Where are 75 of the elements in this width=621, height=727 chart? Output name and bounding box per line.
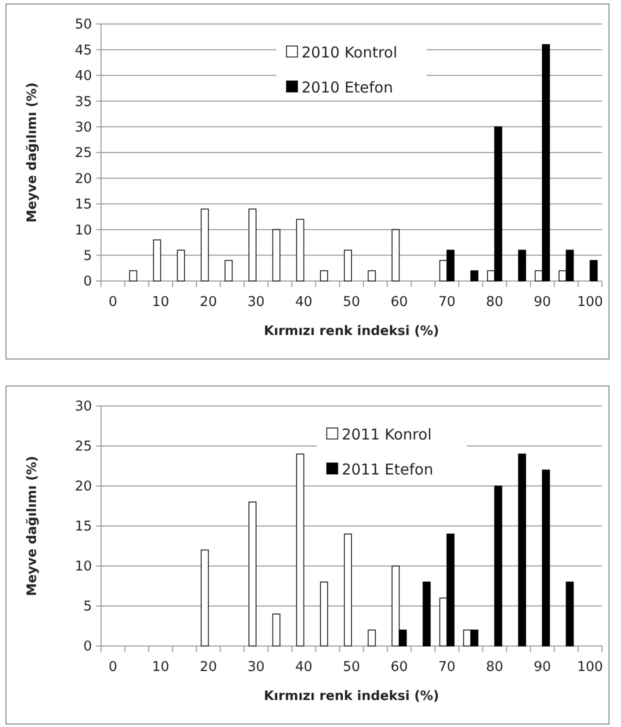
x-tick-label: 0 [108,294,118,310]
y-tick-label: 45 [74,42,92,58]
bar [494,486,502,646]
x-tick-label: 10 [152,659,170,675]
bar [153,239,162,282]
y-tick-label: 25 [74,145,92,162]
y-tick-label: 0 [83,274,92,290]
bar [566,582,574,646]
x-tick-label: 90 [534,659,551,675]
legend-label: 2011 Konrol [342,425,432,444]
x-axis-title: Kırmızı renk indeksi (%) [264,324,440,339]
x-axis-title: Kırmızı renk indeksi (%) [264,689,440,704]
y-axis-title: Meyve dağılımı (%) [25,456,40,596]
bar [200,550,209,646]
x-tick-label: 90 [534,294,551,310]
y-tick-label: 5 [83,248,92,264]
legend-label: 2010 Etefon [302,78,393,96]
bar [542,470,550,646]
y-tick-label: 50 [74,16,92,33]
x-tick-label: 70 [438,294,456,310]
x-tick-label: 100 [577,659,603,675]
bar [296,454,304,646]
x-tick-label: 0 [108,659,118,675]
bar [368,630,376,646]
x-tick-label: 50 [342,659,360,675]
y-tick-label: 15 [74,196,92,213]
y-tick-label: 15 [74,518,92,535]
y-axis-title: Meyve dağılımı (%) [25,82,40,223]
y-tick-label: 20 [74,478,92,495]
x-tick-label: 70 [438,659,456,675]
y-tick-label: 30 [74,398,92,415]
y-tick-label: 5 [83,598,92,615]
x-tick-label: 100 [577,294,603,310]
bar [296,218,304,282]
y-tick-label: 30 [74,120,92,136]
x-tick-label: 20 [200,659,217,675]
y-tick-label: 10 [74,222,92,238]
bar [344,250,352,282]
y-tick-label: 10 [74,558,92,575]
legend-label: 2011 Etefon [342,460,434,478]
x-tick-label: 80 [486,659,504,675]
bar [422,582,431,646]
bar [272,229,280,282]
bar [176,250,185,282]
bar [518,454,526,646]
bar [320,582,328,646]
bar [248,208,256,282]
bar [470,270,478,282]
bar [224,260,233,282]
x-tick-label: 60 [390,294,408,310]
bar [368,270,376,282]
y-tick-label: 40 [74,68,92,84]
x-tick-label: 40 [295,294,312,310]
x-tick-label: 50 [342,294,360,310]
y-tick-label: 0 [83,638,92,655]
x-tick-label: 10 [152,294,170,310]
bar [248,502,256,646]
x-tick-label: 30 [247,294,265,310]
x-tick-label: 20 [200,294,217,310]
x-tick-label: 30 [247,659,265,675]
bar [344,534,352,646]
x-tick-label: 80 [486,294,504,310]
bar [272,614,280,646]
bar [320,270,328,282]
x-tick-label: 60 [390,659,408,675]
y-tick-label: 25 [74,438,92,455]
bar [200,208,209,282]
y-tick-label: 20 [74,170,92,187]
y-tick-label: 35 [74,94,92,110]
bar [392,229,400,282]
bar [129,270,138,282]
x-tick-label: 40 [295,659,312,675]
bar [590,260,598,282]
legend-label: 2010 Kontrol [302,43,398,62]
bar [518,250,526,282]
